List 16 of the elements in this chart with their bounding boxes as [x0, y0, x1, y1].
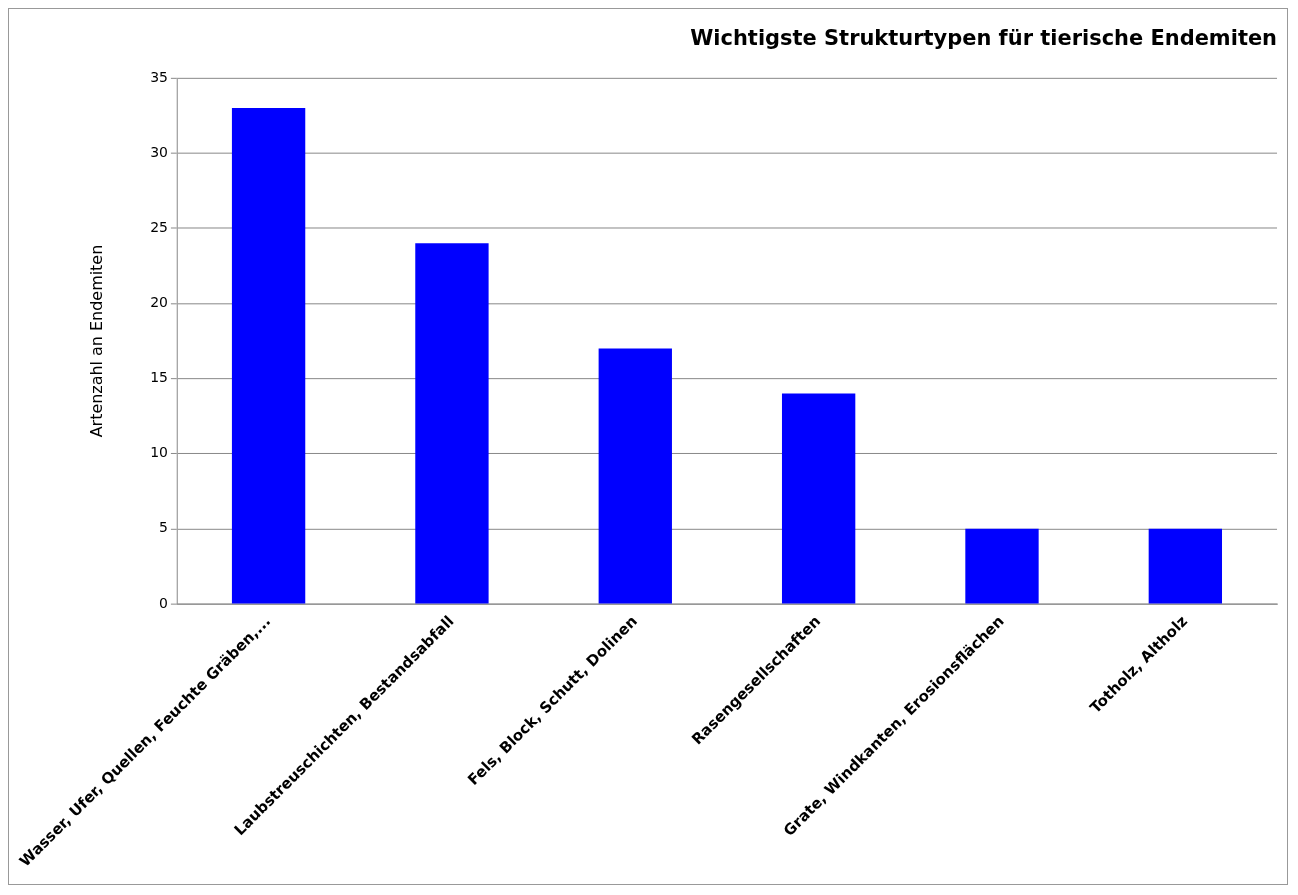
bar [231, 108, 306, 604]
y-tick-label: 30 [150, 143, 168, 160]
y-tick-label: 15 [150, 369, 168, 386]
y-tick-label: 20 [150, 294, 168, 311]
bar [781, 393, 856, 604]
y-axis-title: Artenzahl an Endemiten [86, 244, 106, 438]
y-tick-label: 25 [150, 218, 168, 235]
y-tick-label: 10 [150, 444, 168, 461]
y-tick-label: 0 [159, 594, 168, 611]
bar [415, 243, 489, 604]
bar [965, 528, 1039, 604]
y-tick-label: 35 [150, 68, 168, 85]
bar [1148, 528, 1223, 604]
chart-title: Wichtigste Strukturtypen für tierische Endemiten [690, 25, 1278, 50]
bar [598, 348, 672, 604]
y-tick-label: 5 [159, 519, 168, 536]
